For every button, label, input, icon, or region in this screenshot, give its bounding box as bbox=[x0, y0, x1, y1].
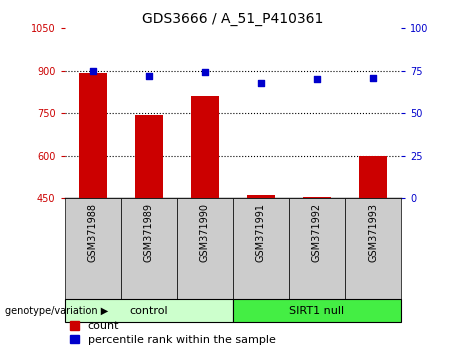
Point bbox=[369, 76, 377, 81]
FancyBboxPatch shape bbox=[233, 299, 401, 322]
FancyBboxPatch shape bbox=[345, 198, 401, 299]
Point bbox=[313, 76, 321, 82]
Point bbox=[89, 68, 96, 74]
FancyBboxPatch shape bbox=[289, 198, 345, 299]
Point bbox=[201, 70, 208, 75]
Bar bbox=[191, 96, 219, 198]
Bar bbox=[135, 115, 163, 198]
Legend: count, percentile rank within the sample: count, percentile rank within the sample bbox=[70, 321, 276, 345]
Text: SIRT1 null: SIRT1 null bbox=[290, 306, 344, 316]
Bar bbox=[78, 73, 106, 198]
FancyBboxPatch shape bbox=[177, 198, 233, 299]
Text: GSM371992: GSM371992 bbox=[312, 203, 322, 262]
Text: GSM371988: GSM371988 bbox=[88, 203, 98, 262]
Text: GSM371989: GSM371989 bbox=[144, 203, 154, 262]
FancyBboxPatch shape bbox=[65, 299, 233, 322]
Text: genotype/variation ▶: genotype/variation ▶ bbox=[5, 306, 108, 316]
Bar bbox=[247, 195, 275, 198]
Bar bbox=[359, 156, 387, 198]
Point bbox=[145, 73, 152, 79]
Text: GSM371991: GSM371991 bbox=[256, 203, 266, 262]
Text: GSM371990: GSM371990 bbox=[200, 203, 210, 262]
FancyBboxPatch shape bbox=[121, 198, 177, 299]
Text: GSM371993: GSM371993 bbox=[368, 203, 378, 262]
Text: control: control bbox=[130, 306, 168, 316]
Title: GDS3666 / A_51_P410361: GDS3666 / A_51_P410361 bbox=[142, 12, 324, 26]
FancyBboxPatch shape bbox=[233, 198, 289, 299]
Point bbox=[257, 80, 265, 86]
FancyBboxPatch shape bbox=[65, 198, 121, 299]
